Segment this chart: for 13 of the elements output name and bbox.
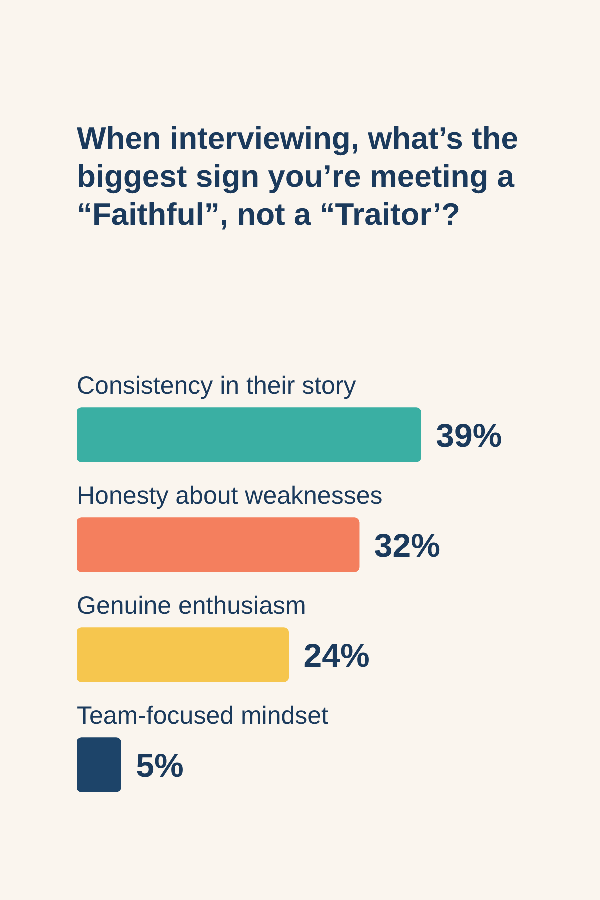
data-label: 5% (136, 747, 184, 784)
y-tick-label: Consistency in their story (77, 372, 357, 400)
bar (77, 518, 360, 572)
bar (77, 738, 122, 792)
data-label: 32% (374, 527, 440, 564)
y-tick-label: Honesty about weaknesses (77, 482, 383, 510)
chart-title: When interviewing, what’s the biggest sign you’re meeting a “Faithful”, not a “Traitor’? (77, 120, 520, 234)
data-label: 24% (304, 637, 370, 674)
y-tick-label: Team-focused mindset (77, 702, 329, 730)
y-tick-label: Genuine enthusiasm (77, 592, 306, 620)
data-label: 39% (436, 417, 502, 454)
bar (77, 628, 290, 682)
bar (77, 408, 422, 462)
